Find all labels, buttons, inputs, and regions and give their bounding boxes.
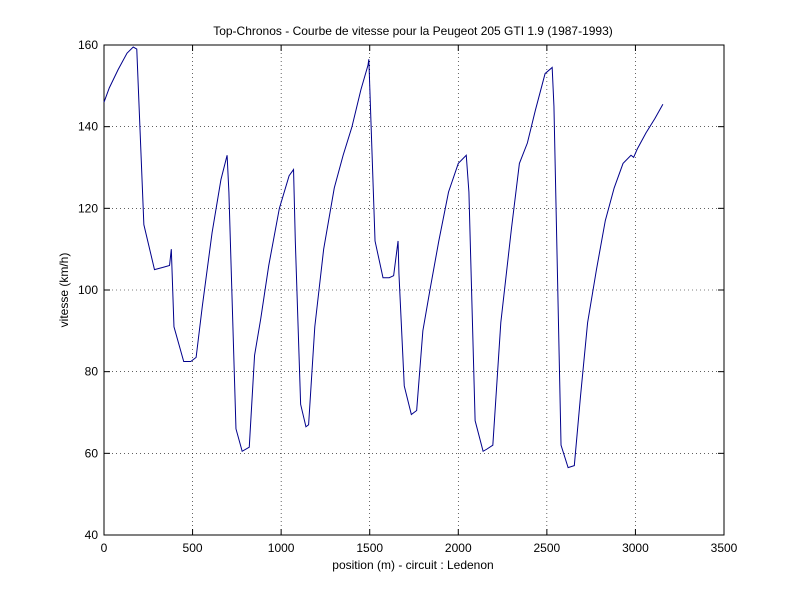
x-tick-label: 2500 — [534, 541, 561, 555]
x-tick-label: 500 — [183, 541, 203, 555]
axis-tick-labels: 0 500 1000 1500 2000 2500 3000 3500 40 60 80 100 120… — [78, 38, 738, 555]
y-tick-label: 160 — [78, 38, 98, 52]
chart-title: Top-Chronos - Courbe de vitesse pour la … — [213, 24, 613, 38]
y-tick-label: 60 — [85, 446, 99, 460]
x-tick-label: 1500 — [356, 541, 383, 555]
x-tick-label: 1000 — [268, 541, 295, 555]
x-tick-label: 2000 — [445, 541, 472, 555]
y-axis-label: vitesse (km/h) — [57, 253, 71, 328]
x-tick-label: 3000 — [622, 541, 649, 555]
x-axis-label: position (m) - circuit : Ledenon — [332, 558, 493, 572]
y-tick-label: 40 — [85, 528, 99, 542]
x-tick-label: 3500 — [711, 541, 738, 555]
y-tick-label: 140 — [78, 120, 98, 134]
speed-series-line — [103, 46, 664, 469]
y-tick-label: 80 — [85, 365, 99, 379]
y-tick-label: 100 — [78, 283, 98, 297]
y-tick-label: 120 — [78, 201, 98, 215]
grid-lines — [104, 45, 724, 535]
x-tick-label: 0 — [101, 541, 108, 555]
axis-ticks — [103, 44, 725, 536]
